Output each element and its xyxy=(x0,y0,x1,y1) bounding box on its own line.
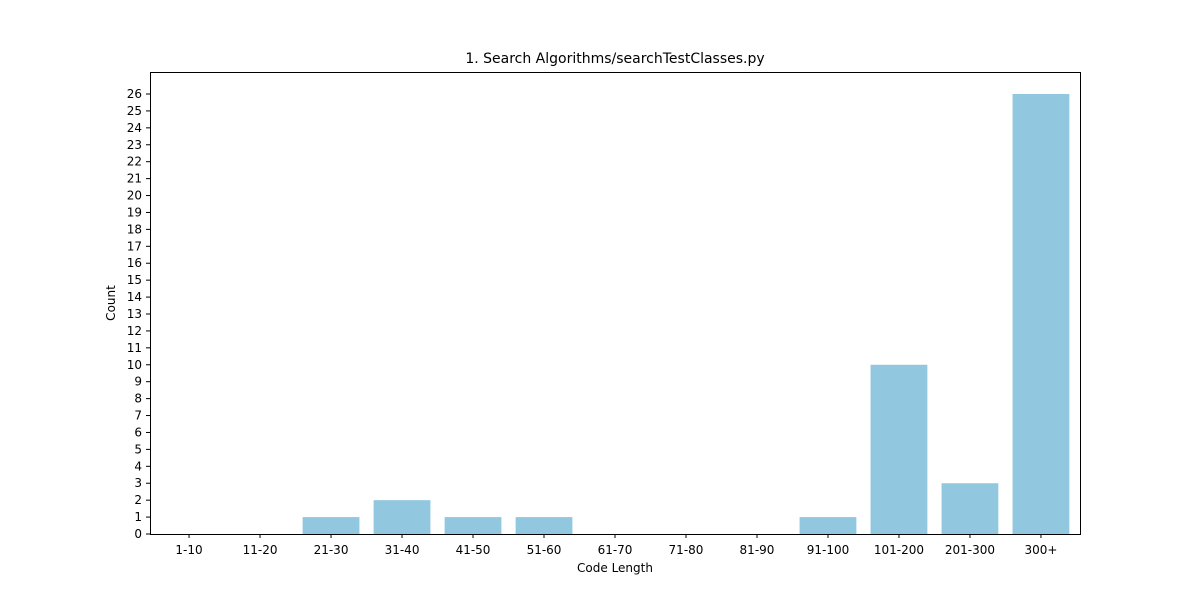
y-tick-label: 7 xyxy=(134,409,142,423)
y-tick-label: 14 xyxy=(127,290,142,304)
bar-41-50 xyxy=(444,517,502,534)
y-tick-label: 21 xyxy=(127,172,142,186)
y-tick-label: 2 xyxy=(134,493,142,507)
y-tick-label: 25 xyxy=(127,104,142,118)
y-tick-label: 11 xyxy=(127,341,142,355)
y-tick-label: 3 xyxy=(134,476,142,490)
y-tick-label: 0 xyxy=(134,527,142,541)
x-tick-label: 51-60 xyxy=(527,543,562,557)
bar-201-300 xyxy=(941,483,999,534)
x-tick-label: 201-300 xyxy=(945,543,995,557)
plot-frame xyxy=(150,72,1081,535)
x-tick-label: 71-80 xyxy=(669,543,704,557)
x-tick-label: 91-100 xyxy=(807,543,850,557)
bar-51-60 xyxy=(515,517,573,534)
bar-300+ xyxy=(1012,94,1070,534)
y-tick-label: 19 xyxy=(127,205,142,219)
x-tick-label: 101-200 xyxy=(874,543,924,557)
y-tick-label: 10 xyxy=(127,358,142,372)
x-tick-label: 300+ xyxy=(1024,543,1057,557)
y-tick-label: 22 xyxy=(127,155,142,169)
x-tick-label: 1-10 xyxy=(175,543,202,557)
x-tick-label: 61-70 xyxy=(598,543,633,557)
x-axis-label: Code Length xyxy=(577,561,653,575)
bar-91-100 xyxy=(799,517,857,534)
y-tick-label: 12 xyxy=(127,324,142,338)
y-tick-label: 18 xyxy=(127,222,142,236)
x-tick-label: 11-20 xyxy=(243,543,278,557)
y-tick-label: 23 xyxy=(127,138,142,152)
y-tick-label: 26 xyxy=(127,87,142,101)
bars-group xyxy=(302,94,1070,534)
y-tick-label: 8 xyxy=(134,392,142,406)
x-tick-label: 21-30 xyxy=(314,543,349,557)
x-tick-label: 81-90 xyxy=(740,543,775,557)
y-tick-label: 24 xyxy=(127,121,142,135)
y-tick-label: 16 xyxy=(127,256,142,270)
y-axis-label: Count xyxy=(104,285,118,321)
y-tick-label: 17 xyxy=(127,239,142,253)
y-tick-label: 15 xyxy=(127,273,142,287)
y-tick-label: 4 xyxy=(134,459,142,473)
bar-31-40 xyxy=(373,500,431,534)
y-tick-label: 1 xyxy=(134,510,142,524)
chart-title: 1. Search Algorithms/searchTestClasses.p… xyxy=(465,51,764,67)
y-tick-label: 13 xyxy=(127,307,142,321)
x-tick-label: 31-40 xyxy=(385,543,420,557)
y-tick-label: 9 xyxy=(134,375,142,389)
y-tick-label: 20 xyxy=(127,189,142,203)
bar-21-30 xyxy=(302,517,360,534)
x-tick-label: 41-50 xyxy=(456,543,491,557)
bar-101-200 xyxy=(870,364,928,534)
y-tick-label: 6 xyxy=(134,425,142,439)
y-tick-label: 5 xyxy=(134,442,142,456)
y-axis-ticks: 0123456789101112131415161718192021222324… xyxy=(127,87,150,541)
x-axis-ticks: 1-10 11-20 21-30 31-40 41-50 51-60 61-70 71-80 8… xyxy=(175,534,1057,557)
